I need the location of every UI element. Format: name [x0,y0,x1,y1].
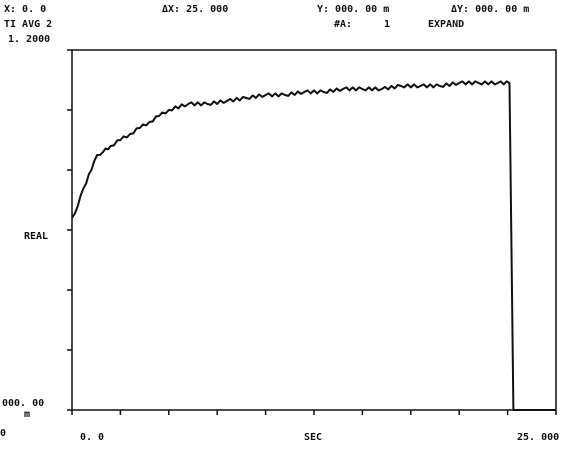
plot-frame [71,49,557,411]
x-axis-label: SEC [304,432,323,443]
trace-mode-label: TI AVG 2 [4,19,53,30]
dx-readout: ΔX: 25. 000 [162,4,229,15]
tick-marks [67,49,557,415]
y-readout: Y: 000. 00 m [317,4,390,15]
x-readout: X: 0. 0 [4,4,47,15]
avg-label: #A: [334,19,353,30]
y-tick-top: 1. 2000 [8,34,51,45]
x-tick-start: 0. 0 [80,432,105,443]
y-bottom-unit: m [24,409,31,420]
left-edge-marker: 0 [0,428,7,439]
y-tick-bottom: 000. 00 [2,398,45,409]
data-trace [71,80,556,411]
x-tick-end: 25. 000 [517,432,560,443]
dy-readout: ΔY: 000. 00 m [451,4,530,15]
y-axis-label: REAL [24,231,49,242]
expand-label: EXPAND [428,19,465,30]
avg-count: 1 [384,19,391,30]
